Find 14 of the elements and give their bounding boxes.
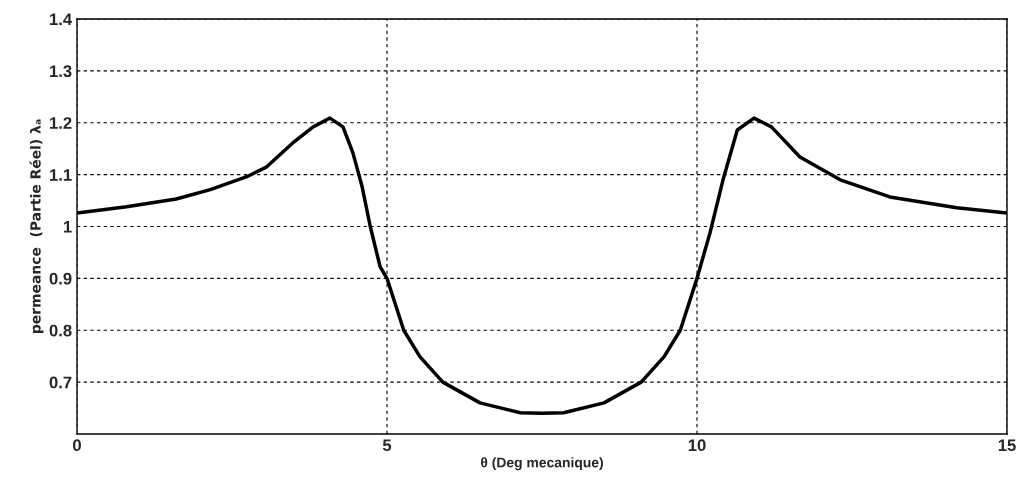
y-tick-label: 1.3 [50,65,72,78]
x-tick-label: 10 [688,439,706,452]
y-tick-label: 0.7 [49,376,72,389]
x-axis-title: θ (Deg mecanique) [480,457,603,471]
y-tick-label: 0.9 [49,272,72,285]
x-tick-label: 0 [73,439,81,452]
y-axis-title: permeance (Partie Réel) λₐ [29,119,44,334]
x-tick-label: 15 [998,439,1016,452]
y-tick-label: 0.8 [49,324,72,337]
y-tick-label: 1.4 [50,13,73,26]
x-tick-label: 5 [382,439,392,452]
y-tick-label: 1 [63,221,72,233]
y-tick-label: 1.1 [50,169,72,181]
y-tick-label: 1.2 [50,117,72,129]
